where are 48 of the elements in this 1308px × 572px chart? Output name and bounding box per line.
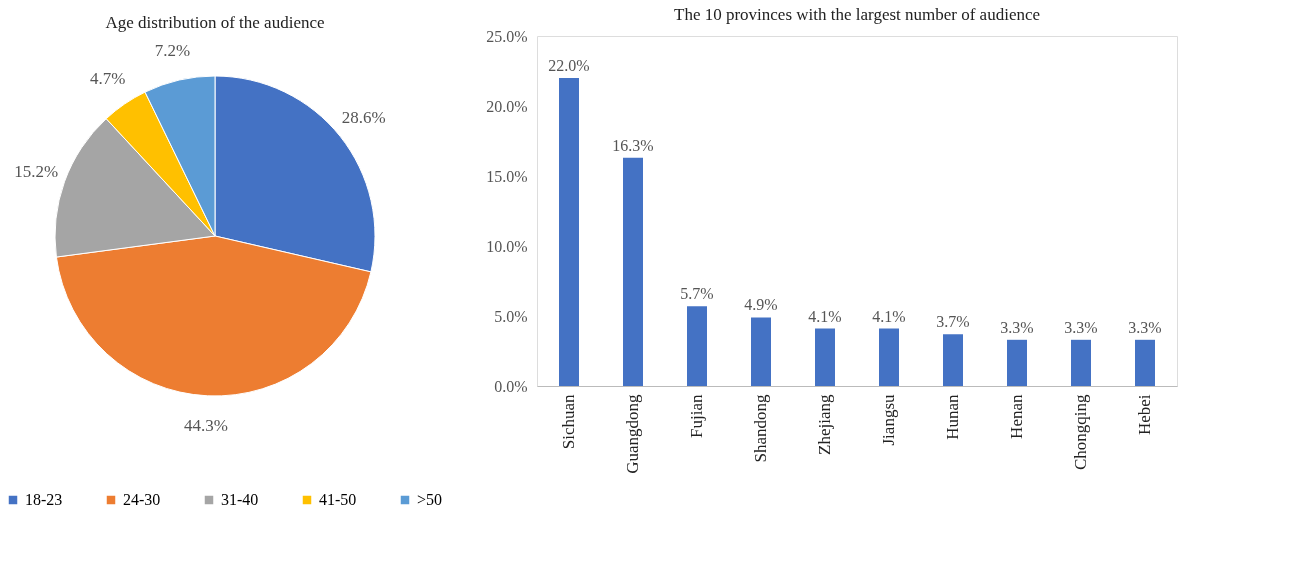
data-label: 5.7% xyxy=(680,285,714,303)
x-tick-label: Zhejiang xyxy=(815,394,834,455)
bar xyxy=(1135,339,1155,386)
legend-label: 41-50 xyxy=(319,491,357,508)
data-label: 4.1% xyxy=(808,307,842,325)
x-tick-label: Hebei xyxy=(1135,394,1154,436)
legend-label: 18-23 xyxy=(25,491,63,508)
data-label: 7.2% xyxy=(154,40,191,60)
y-tick-label: 20.0% xyxy=(486,97,528,115)
y-tick-label: 0.0% xyxy=(494,377,528,395)
chart-title: Age distribution of the audience xyxy=(105,13,325,32)
data-label: 28.6% xyxy=(341,107,386,127)
bar xyxy=(815,328,835,386)
data-label: 3.3% xyxy=(1128,318,1162,336)
bar xyxy=(1071,339,1091,386)
y-tick-label: 10.0% xyxy=(486,237,528,255)
data-label: 4.9% xyxy=(744,296,778,314)
x-tick-label: Sichuan xyxy=(559,394,578,450)
data-label: 4.7% xyxy=(90,69,126,89)
x-tick-label: Jiangsu xyxy=(879,394,898,446)
data-label: 3.3% xyxy=(1000,318,1034,336)
data-label: 22.0% xyxy=(548,57,590,74)
legend-label: 31-40 xyxy=(221,491,259,508)
y-tick-label: 5.0% xyxy=(494,307,528,325)
x-tick-label: Hunan xyxy=(943,394,962,440)
x-tick-label: Henan xyxy=(1007,394,1026,439)
x-tick-label: Chongqing xyxy=(1071,394,1090,471)
bar xyxy=(623,157,643,386)
bar xyxy=(559,78,579,386)
legend-label: >50 xyxy=(417,491,443,508)
bar xyxy=(943,334,963,386)
data-label: 3.7% xyxy=(936,313,970,331)
bar xyxy=(879,328,899,386)
x-tick-label: Shandong xyxy=(751,394,770,463)
bar xyxy=(751,317,771,386)
data-label: 44.3% xyxy=(184,415,229,435)
y-tick-label: 25.0% xyxy=(486,27,528,45)
bar xyxy=(687,306,707,386)
data-label: 16.3% xyxy=(612,136,654,154)
x-tick-label: Guangdong xyxy=(623,394,642,474)
data-label: 15.2% xyxy=(14,161,59,181)
chart-title: The 10 provinces with the largest number of audience xyxy=(673,5,1041,24)
bar xyxy=(1007,339,1027,386)
y-tick-label: 15.0% xyxy=(486,167,528,185)
data-label: 4.1% xyxy=(872,307,906,325)
x-tick-label: Fujian xyxy=(687,394,706,438)
data-label: 3.3% xyxy=(1064,318,1098,336)
legend-label: 24-30 xyxy=(123,491,161,508)
